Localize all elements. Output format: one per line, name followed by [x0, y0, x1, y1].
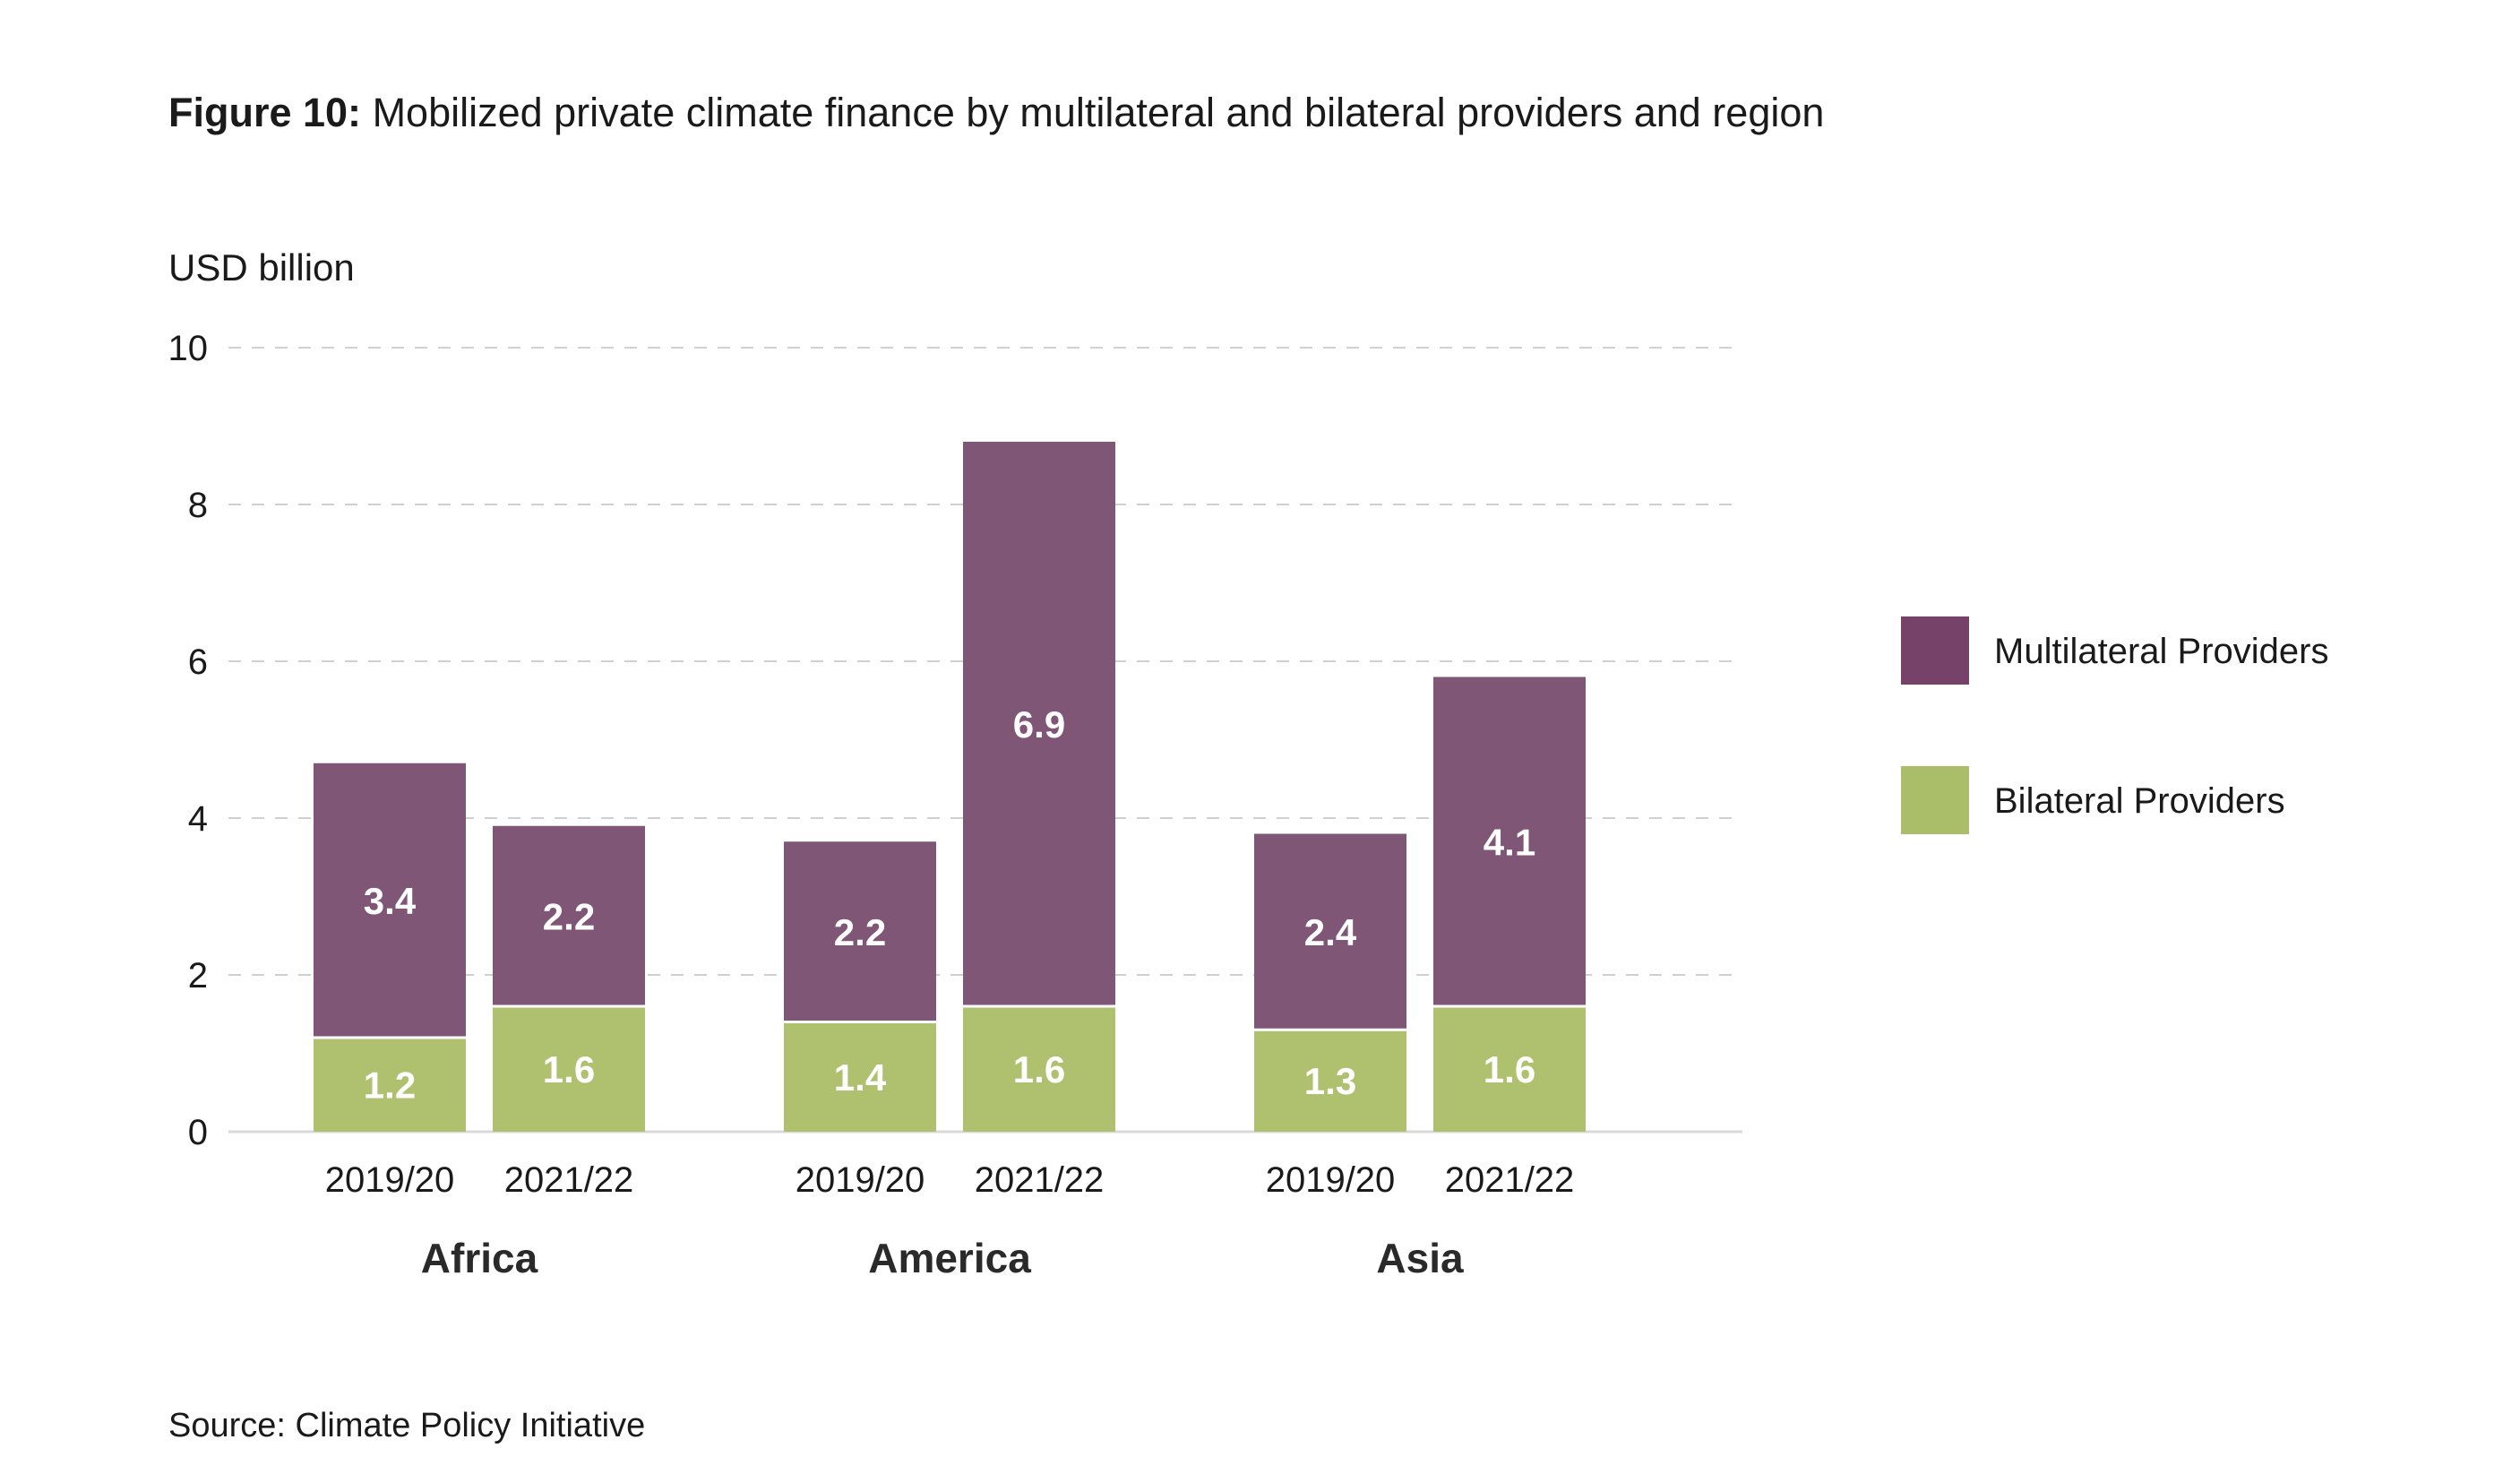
legend-swatch [1901, 616, 1969, 685]
bar-value-label-bilateral: 1.3 [1304, 1060, 1356, 1102]
bar-value-label-bilateral: 1.6 [543, 1048, 595, 1090]
chart-title: Figure 10: Mobilized private climate fin… [168, 90, 1824, 136]
y-tick-label: 8 [188, 486, 208, 525]
period-label: 2021/22 [975, 1160, 1105, 1200]
bar-bilateral [493, 1006, 645, 1132]
figure-number: Figure 10: [168, 90, 362, 135]
bar-value-label-multilateral: 3.4 [364, 880, 417, 922]
bar-value-label-multilateral: 2.2 [543, 895, 595, 937]
bar-bilateral [784, 1021, 936, 1132]
period-label: 2021/22 [1445, 1160, 1575, 1200]
y-axis-ticks: 0 2 4 6 8 10 [168, 329, 209, 1152]
bar-multilateral [963, 442, 1115, 1006]
bar-bilateral [1433, 1006, 1586, 1132]
period-label: 2021/22 [504, 1160, 634, 1200]
y-tick-label: 2 [188, 956, 208, 996]
bar-value-label-bilateral: 1.2 [364, 1065, 416, 1107]
y-tick-label: 6 [188, 642, 208, 682]
y-tick-label: 4 [188, 799, 208, 839]
source-note: Source: Climate Policy Initiative [168, 1407, 646, 1444]
region-label: Africa [421, 1235, 538, 1281]
bar-value-label-multilateral: 4.1 [1484, 821, 1535, 863]
y-tick-label: 10 [168, 329, 209, 368]
period-label: 2019/20 [325, 1160, 455, 1200]
bar-value-label-bilateral: 1.6 [1013, 1048, 1065, 1090]
bar-multilateral [1433, 677, 1586, 1006]
bar-multilateral [784, 841, 936, 1022]
period-label: 2019/20 [1266, 1160, 1396, 1200]
bars: 1.2 3.4 1.6 2.2 1.4 2.2 1.6 6.9 1.3 2.4 1.6 4.1 [314, 442, 1586, 1132]
bar-value-label-multilateral: 2.2 [834, 911, 886, 953]
region-label: Asia [1376, 1235, 1464, 1281]
bar-bilateral [963, 1006, 1115, 1132]
bar-value-label-bilateral: 1.6 [1484, 1048, 1535, 1090]
bar-multilateral [493, 825, 645, 1006]
y-tick-label: 0 [188, 1113, 208, 1152]
bar-value-label-multilateral: 6.9 [1013, 703, 1065, 746]
region-label: America [868, 1235, 1031, 1281]
bar-value-label-multilateral: 2.4 [1304, 911, 1357, 953]
bar-bilateral [1254, 1030, 1406, 1132]
legend: Multilateral Providers Bilateral Provider… [1901, 616, 2328, 834]
period-label: 2019/20 [796, 1160, 925, 1200]
legend-swatch [1901, 766, 1969, 834]
bar-value-label-bilateral: 1.4 [834, 1056, 887, 1099]
legend-label: Bilateral Providers [1994, 781, 2285, 821]
y-axis-unit-label: USD billion [168, 246, 355, 289]
bar-multilateral [314, 763, 466, 1038]
bar-multilateral [1254, 833, 1406, 1030]
x-axis-labels: 2019/20 2021/22 Africa 2019/20 2021/22 Americ… [325, 1160, 1575, 1281]
bar-bilateral [314, 1038, 466, 1132]
figure-title-text: Mobilized private climate finance by mul… [372, 90, 1825, 135]
legend-label: Multilateral Providers [1994, 632, 2328, 671]
